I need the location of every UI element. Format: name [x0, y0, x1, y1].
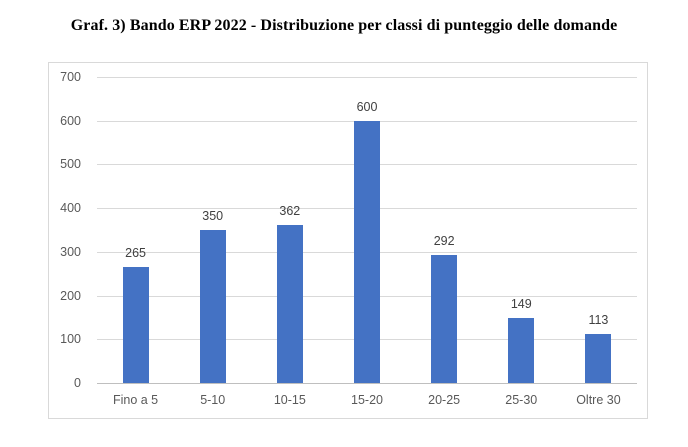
- bar-20-25: [431, 255, 458, 383]
- x-axis-category-label: 15-20: [351, 393, 383, 407]
- x-axis-category-label: Fino a 5: [112, 393, 159, 407]
- x-axis-category-label: 5-10: [200, 393, 226, 407]
- bar-value-label: 350: [202, 209, 224, 223]
- y-axis-tick-label: 600: [60, 113, 81, 128]
- chart-plot-frame: 0 100 200 300 400 500 600 700 265 Fino a 5 350 5-10…: [48, 62, 648, 419]
- bar-25-30: [508, 317, 535, 383]
- y-axis-tick-label: 300: [60, 244, 81, 259]
- bar-value-label: 265: [125, 246, 146, 261]
- y-axis-tick-label: 100: [60, 332, 81, 347]
- bar-value-label: 600: [356, 99, 378, 114]
- chart-title: Graf. 3) Bando ERP 2022 - Distribuzione …: [70, 17, 618, 34]
- bar-5-10: [199, 230, 226, 383]
- x-axis-category-label: 10-15: [273, 393, 306, 407]
- bar-10-15: [276, 224, 303, 383]
- x-axis-line: [97, 383, 637, 384]
- bar-value-label: 149: [510, 296, 532, 311]
- y-axis-tick-label: 200: [60, 288, 81, 303]
- gridline: [97, 77, 637, 78]
- x-axis-category-label: Oltre 30: [576, 393, 621, 407]
- bar-fino-a-5: [122, 267, 149, 383]
- bar-oltre-30: [585, 333, 612, 383]
- x-axis-category-label: 20-25: [428, 393, 461, 407]
- y-axis-tick-label: 700: [60, 70, 81, 84]
- bar-value-label: 292: [433, 234, 455, 249]
- bar-value-label: 362: [279, 203, 301, 218]
- y-axis-tick-label: 500: [60, 157, 81, 172]
- x-axis-category-label: 25-30: [505, 393, 538, 407]
- bar-15-20: [354, 120, 380, 383]
- bar-value-label: 113: [588, 312, 609, 327]
- y-axis-tick-label: 0: [74, 376, 81, 390]
- y-axis-tick-label: 400: [60, 201, 81, 216]
